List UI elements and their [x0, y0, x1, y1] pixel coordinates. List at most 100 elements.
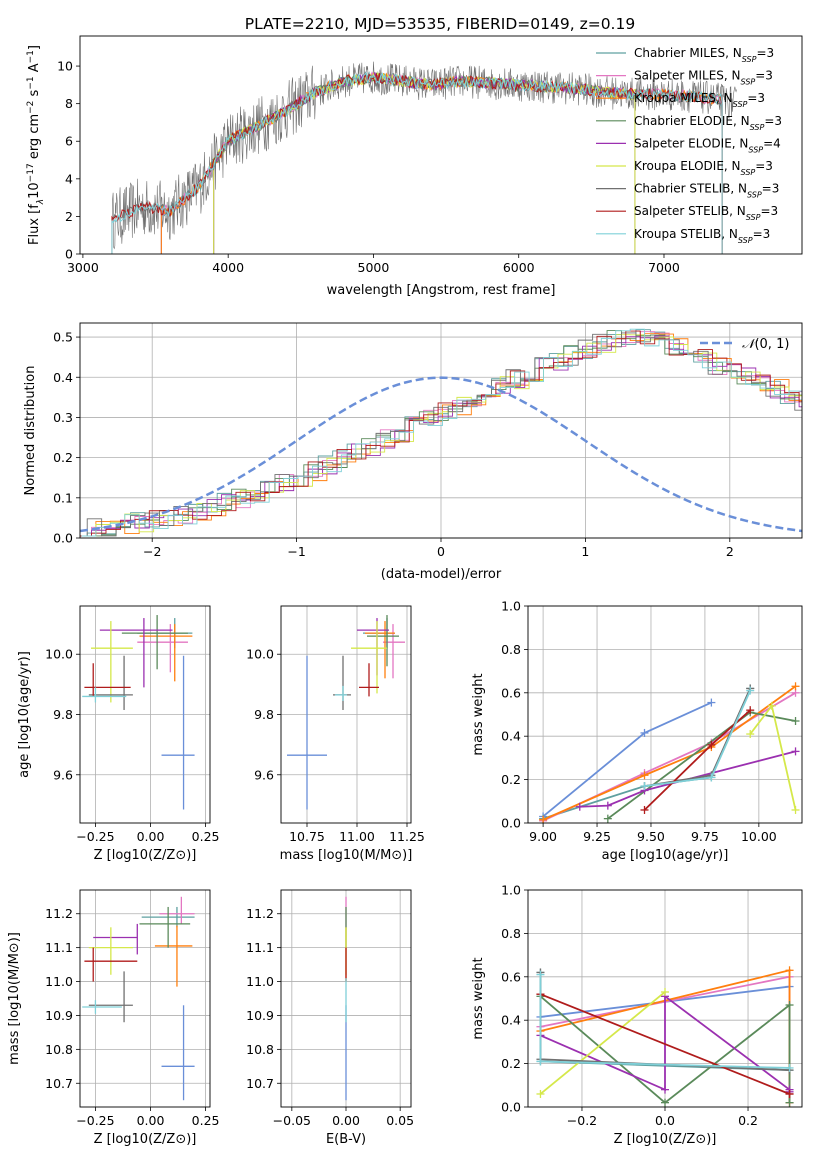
spectrum-ytick-label: 0 — [65, 247, 73, 262]
age_vs_mass-xtick-label: 11.00 — [339, 829, 375, 844]
massweight_vs_Z-xlabel: Z [log10(Z/Z⊙)] — [614, 1132, 717, 1147]
errorbar-salpeter-elodie — [357, 618, 389, 676]
spectrum-axes: 3000 4000 5000 6000 7000 0 2 4 6 8 10 wavelength [A… — [26, 35, 803, 298]
spectrum-xtick-label: 4000 — [212, 260, 244, 275]
spectrum-ylabel: Flux [fλ10−17 erg cm−2 s−1 A−1] — [26, 45, 46, 245]
errorbar-kroupa-elodie — [351, 621, 387, 694]
mass_vs_Z-ylabel: mass [log10(M/M⊙)] — [7, 932, 22, 1065]
massweight_vs_age-axes: 9.00 9.25 9.50 9.75 10.00 0.0 0.2 0.4 0.6 0.8 1.0 a… — [471, 599, 803, 863]
weight-marker-chabrier-elodie — [791, 717, 800, 726]
errorbar-chabrier-stelib — [333, 655, 351, 710]
massweight_vs_Z-ytick-label: 0.2 — [501, 1056, 521, 1071]
legend-label-kroupa-elodie: Kroupa ELODIE, NSSP=3 — [634, 159, 773, 177]
spectrum-ytick-label: 6 — [65, 134, 73, 149]
mass_vs_Z-ytick-label: 11.0 — [45, 974, 73, 989]
massweight_vs_age-plot-area — [539, 682, 800, 823]
age_vs_mass-ytick-label: 9.8 — [254, 707, 274, 722]
weight-marker-blue — [640, 728, 649, 737]
weight-marker-kroupa-stelib — [785, 1063, 794, 1072]
massweight_vs_age-xtick-label: 9.25 — [583, 829, 611, 844]
massweight_vs_Z-ytick-label: 0.4 — [501, 1013, 521, 1028]
weight-line-chabrier-stelib — [644, 688, 752, 787]
residuals-hist-salpeter-elodie — [80, 335, 802, 537]
weight-marker-kroupa-stelib — [536, 970, 545, 979]
spectrum-legend: Chabrier MILES, NSSP=3 Salpeter MILES, NS… — [596, 46, 782, 244]
spectrum-xlabel: wavelength [Angstrom, rest frame] — [327, 283, 556, 298]
weight-marker-kroupa-miles — [785, 966, 794, 975]
age_vs_mass-xtick-label: 10.75 — [289, 829, 325, 844]
legend-label-kroupa-miles: Kroupa MILES, NSSP=3 — [634, 91, 765, 109]
errorbar-chabrier-stelib — [88, 971, 133, 1023]
mass_vs_Z-ytick-label: 10.9 — [45, 1008, 73, 1023]
residuals-xtick-label: 1 — [581, 544, 589, 559]
weight-marker-salpeter-stelib — [707, 740, 716, 749]
weight-marker-salpeter-stelib — [785, 1089, 794, 1098]
errorbar-chabrier-elodie — [121, 615, 188, 670]
residuals-plot-area — [80, 328, 802, 537]
residuals-hist-chabrier-stelib — [80, 332, 802, 537]
mass_vs_ebv-axes: −0.05 0.00 0.05 10.7 10.8 10.9 11.0 11.1 11.2 E(B… — [246, 889, 414, 1147]
weight-line-salpeter-elodie — [579, 750, 796, 808]
spectrum-ytick-label: 4 — [65, 171, 73, 186]
mass_vs_ebv-ytick-label: 10.9 — [246, 1008, 274, 1023]
spectrum-xtick-label: 6000 — [503, 260, 535, 275]
age_vs_mass-plot-area — [287, 615, 405, 810]
weight-marker-chabrier-elodie — [661, 1098, 669, 1107]
age_vs_mass-ytick-label: 9.6 — [254, 767, 274, 782]
mass_vs_Z-ytick-label: 11.2 — [45, 906, 73, 921]
weight-marker-blue — [707, 698, 716, 707]
massweight_vs_Z-xtick-label: −0.2 — [567, 1113, 597, 1128]
massweight_vs_age-xlabel: age [log10(age/yr)] — [602, 848, 729, 863]
residuals-legend: 𝒩(0, 1) — [700, 337, 789, 352]
residuals-hist-salpeter-miles — [80, 331, 802, 537]
errorbar-salpeter-stelib — [359, 663, 379, 697]
age_vs_mass-xtick-label: 11.25 — [389, 829, 425, 844]
spectrum-xtick-label: 3000 — [67, 260, 99, 275]
errorbar-kroupa-stelib — [82, 687, 127, 703]
weight-marker-salpeter-elodie — [661, 1085, 669, 1094]
age_vs_Z-frame — [79, 605, 211, 824]
age_vs_Z-axes: −0.25 0.00 0.25 9.6 9.8 10.0 Z [log10(Z/Z⊙)] ag… — [17, 605, 220, 863]
mass_vs_Z-xtick-label: −0.25 — [76, 1113, 114, 1128]
residuals-frame — [79, 322, 803, 539]
age_vs_mass-frame — [280, 605, 412, 824]
legend-label-kroupa-stelib: Kroupa STELIB, NSSP=3 — [634, 227, 770, 245]
legend-label-chabrier-miles: Chabrier MILES, NSSP=3 — [634, 46, 774, 64]
massweight_vs_age-ytick-label: 1.0 — [501, 599, 521, 614]
spectrum-plot-area — [111, 61, 737, 254]
mass_vs_ebv-xlabel: E(B-V) — [326, 1132, 366, 1147]
errorbar-salpeter-miles — [383, 624, 405, 679]
residuals-xlabel: (data-model)/error — [381, 567, 502, 582]
errorbar-chabrier-elodie — [139, 906, 191, 948]
age_vs_mass-ytick-label: 10.0 — [246, 647, 274, 662]
massweight_vs_age-ytick-label: 0.2 — [501, 772, 521, 787]
weight-line-kroupa-stelib — [644, 690, 752, 788]
massweight_vs_Z-ytick-label: 0.8 — [501, 926, 521, 941]
residuals-ytick-label: 0.2 — [53, 450, 73, 465]
mass_vs_ebv-xtick-label: −0.05 — [273, 1113, 311, 1128]
weight-marker-salpeter-elodie — [791, 747, 800, 756]
massweight_vs_age-xtick-label: 9.75 — [691, 829, 719, 844]
residuals-gaussian-line — [80, 376, 802, 533]
mass_vs_Z-ytick-label: 10.8 — [45, 1042, 73, 1057]
massweight_vs_age-xtick-label: 9.50 — [637, 829, 665, 844]
legend-label-salpeter-miles: Salpeter MILES, NSSP=3 — [634, 69, 773, 87]
legend-label-salpeter-elodie: Salpeter ELODIE, NSSP=4 — [634, 136, 781, 154]
massweight_vs_Z-ylabel: mass weight — [471, 957, 486, 1039]
mass_vs_Z-xtick-label: 0.00 — [137, 1113, 165, 1128]
weight-line-kroupa-miles — [542, 685, 797, 821]
massweight_vs_age-ytick-label: 0.0 — [501, 816, 521, 831]
legend-label-salpeter-stelib: Salpeter STELIB, NSSP=3 — [634, 204, 778, 222]
weight-line-salpeter-miles — [542, 692, 796, 822]
mass_vs_Z-frame — [79, 889, 211, 1108]
weight-marker-kroupa-elodie — [767, 701, 776, 710]
mass_vs_ebv-ytick-label: 10.8 — [246, 1042, 274, 1057]
mass_vs_ebv-ytick-label: 10.7 — [246, 1076, 274, 1091]
legend-label-chabrier-stelib: Chabrier STELIB, NSSP=3 — [634, 182, 779, 200]
errorbar-blue — [287, 655, 327, 810]
errorbar-chabrier-elodie — [367, 615, 399, 667]
massweight_vs_Z-ytick-label: 0.0 — [501, 1100, 521, 1115]
mass_vs_ebv-ytick-label: 11.0 — [246, 974, 274, 989]
massweight_vs_age-frame — [527, 605, 803, 824]
